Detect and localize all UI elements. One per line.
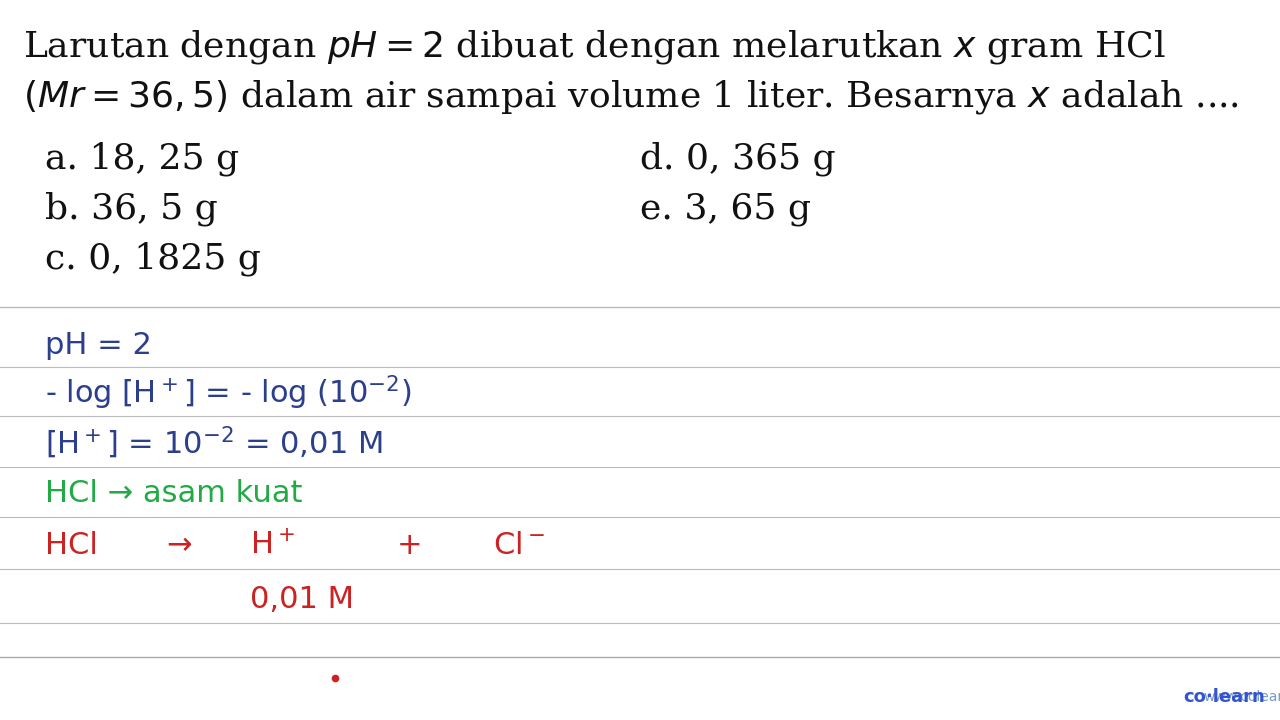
- Text: Larutan dengan $\mathit{pH}=2$ dibuat dengan melarutkan $x$ gram HCl: Larutan dengan $\mathit{pH}=2$ dibuat de…: [23, 28, 1166, 66]
- Text: www.colearn.id: www.colearn.id: [1203, 690, 1280, 704]
- Text: - log [H$^+$] = - log (10$^{-2}$): - log [H$^+$] = - log (10$^{-2}$): [45, 373, 411, 412]
- Text: Cl$^-$: Cl$^-$: [493, 531, 545, 560]
- Text: b. 36, 5 g: b. 36, 5 g: [45, 192, 218, 226]
- Text: co·learn: co·learn: [1183, 688, 1265, 706]
- Text: a. 18, 25 g: a. 18, 25 g: [45, 141, 239, 176]
- Text: c. 0, 1825 g: c. 0, 1825 g: [45, 242, 261, 276]
- Text: +: +: [397, 531, 422, 560]
- Text: HCl: HCl: [45, 531, 97, 560]
- Text: pH = 2: pH = 2: [45, 331, 151, 360]
- Text: e. 3, 65 g: e. 3, 65 g: [640, 192, 812, 226]
- Text: HCl → asam kuat: HCl → asam kuat: [45, 479, 302, 508]
- Text: d. 0, 365 g: d. 0, 365 g: [640, 141, 836, 176]
- Text: →: →: [166, 531, 192, 560]
- Text: [H$^+$] = 10$^{-2}$ = 0,01 M: [H$^+$] = 10$^{-2}$ = 0,01 M: [45, 425, 383, 461]
- Text: $(\mathit{Mr}=36,5)$ dalam air sampai volume 1 liter. Besarnya $x$ adalah ....: $(\mathit{Mr}=36,5)$ dalam air sampai vo…: [23, 78, 1239, 116]
- Text: 0,01 M: 0,01 M: [250, 585, 353, 613]
- Text: H$^+$: H$^+$: [250, 531, 294, 560]
